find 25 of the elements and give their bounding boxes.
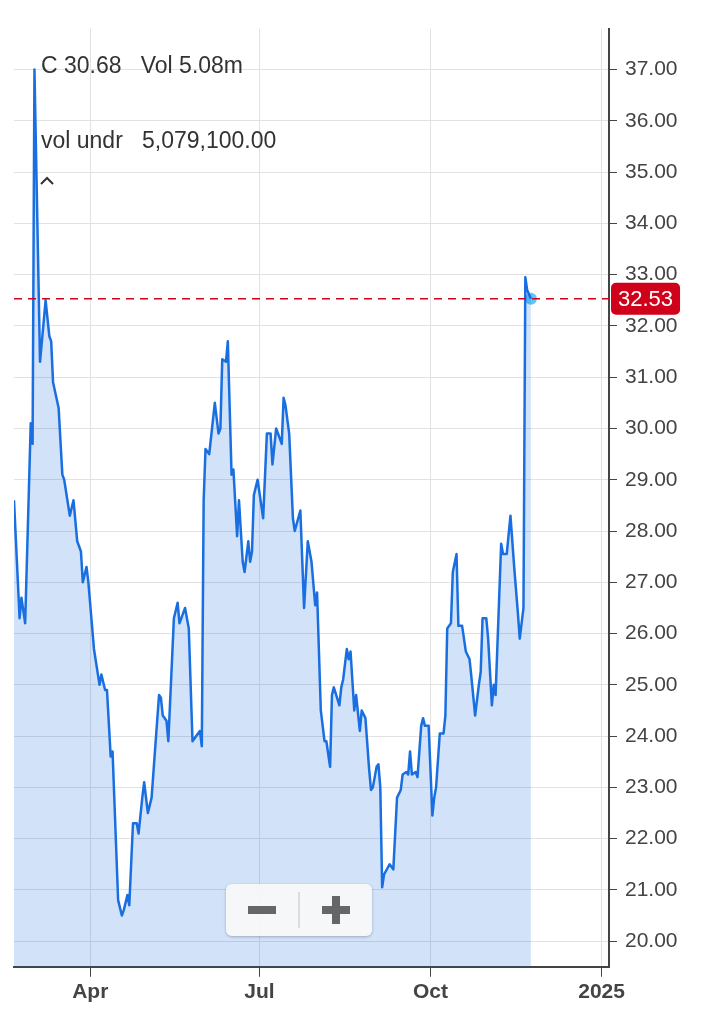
x-tick-label: 2025 xyxy=(578,979,626,1003)
y-tick-label: 31.00 xyxy=(625,364,678,388)
y-tick-label: 28.00 xyxy=(625,517,678,541)
x-tick-label: Apr xyxy=(72,979,109,1003)
y-tick-label: 37.00 xyxy=(625,56,678,80)
ref-line-label: 32.53 xyxy=(618,285,674,311)
y-tick-label: 21.00 xyxy=(625,876,678,900)
y-tick-label: 23.00 xyxy=(625,774,678,798)
y-tick-label: 20.00 xyxy=(625,927,678,951)
x-tick-label: Oct xyxy=(412,979,449,1003)
annotation: C 30.68 Vol 5.08m xyxy=(41,51,244,78)
y-tick-label: 25.00 xyxy=(625,671,678,695)
annotation: vol undr 5,079,100.00 xyxy=(41,126,277,153)
x-tick-label: Jul xyxy=(244,979,275,1003)
y-tick-label: 30.00 xyxy=(625,415,678,439)
y-tick-label: 29.00 xyxy=(625,466,678,490)
y-tick-label: 36.00 xyxy=(625,107,678,131)
y-tick-label: 33.00 xyxy=(625,261,678,285)
y-tick-label: 26.00 xyxy=(625,620,678,644)
y-tick-label: 32.00 xyxy=(625,312,678,336)
y-tick-label: 27.00 xyxy=(625,569,678,593)
y-tick-label: 34.00 xyxy=(625,210,678,234)
y-tick-label: 35.00 xyxy=(625,158,678,182)
y-tick-label: 24.00 xyxy=(625,722,678,746)
y-tick-label: 22.00 xyxy=(625,825,678,849)
